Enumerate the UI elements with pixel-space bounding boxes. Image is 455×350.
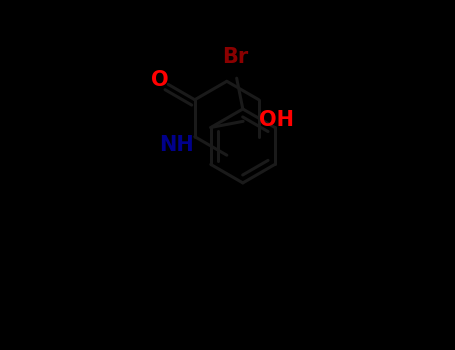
Text: NH: NH xyxy=(159,135,193,155)
Text: Br: Br xyxy=(222,47,248,68)
Text: O: O xyxy=(152,70,169,90)
Text: OH: OH xyxy=(258,110,293,130)
